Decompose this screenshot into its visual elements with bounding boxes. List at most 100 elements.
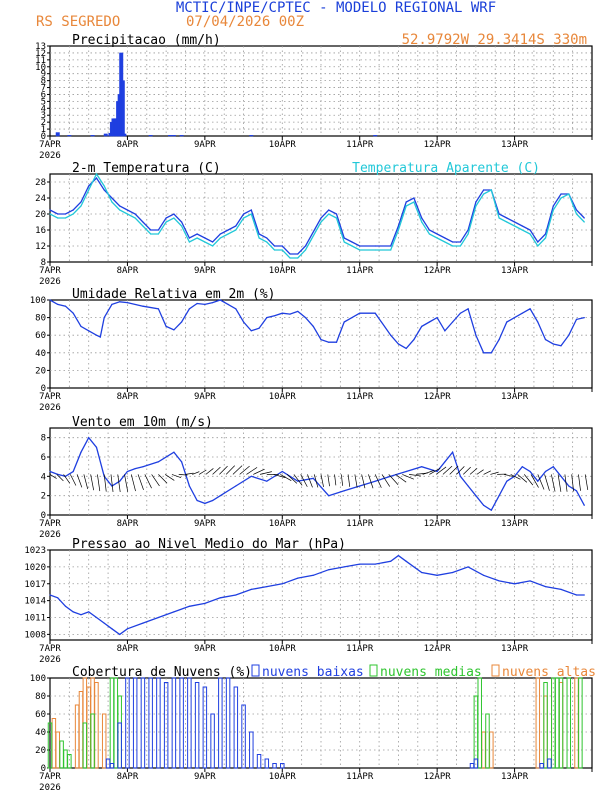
data-point <box>111 201 113 203</box>
bar <box>558 682 564 769</box>
bar <box>74 704 80 769</box>
bar <box>225 677 231 769</box>
bar <box>554 677 560 769</box>
wind-arrow <box>239 465 250 475</box>
data-point <box>475 201 477 203</box>
data-point <box>444 461 446 463</box>
wind-arrow <box>212 466 221 475</box>
data-point <box>181 461 183 463</box>
data-point <box>436 574 438 576</box>
bar <box>256 754 262 769</box>
y-tick-label: 80 <box>35 692 46 702</box>
wind-arrow <box>103 474 107 492</box>
x-tick-label: 11APR <box>346 772 374 782</box>
bar <box>125 677 130 769</box>
bar <box>171 677 177 769</box>
panel-title: Vento em 10m (m/s) <box>72 415 213 430</box>
x-tick-label: 9APR <box>194 140 216 150</box>
data-point <box>88 185 90 187</box>
x-tick-label: 7APR <box>39 644 61 654</box>
data-point <box>583 594 585 596</box>
data-point <box>142 622 144 624</box>
bar <box>179 135 184 137</box>
data-point <box>490 189 492 191</box>
data-point <box>289 253 291 255</box>
data-point <box>304 245 307 247</box>
data-point <box>304 317 307 319</box>
x-tick-label: 10APR <box>269 644 297 654</box>
y-tick-label: 100 <box>30 674 46 684</box>
data-point <box>312 325 314 327</box>
wind-arrow <box>76 474 83 488</box>
bar <box>469 763 475 769</box>
data-point <box>111 197 113 199</box>
x-tick-label: 13APR <box>501 519 529 529</box>
data-point <box>57 217 59 219</box>
data-point <box>173 217 175 219</box>
bar <box>140 677 146 769</box>
bar <box>78 691 84 769</box>
data-point <box>204 303 206 305</box>
data-point <box>405 347 407 349</box>
wind-arrow <box>151 474 160 487</box>
panel-6: 0 20 40 60 80 100 7APR 8APR 9APR 10APR 11APR 12APR 1… <box>30 664 596 792</box>
data-point <box>359 245 361 247</box>
data-point <box>421 217 423 219</box>
wind-arrow <box>273 474 286 478</box>
y-tick-label: 20 <box>35 366 46 376</box>
data-point <box>266 317 268 319</box>
data-point <box>181 321 183 323</box>
wind-arrow <box>253 468 265 475</box>
x-tick-label: 10APR <box>269 140 297 150</box>
data-point <box>351 241 353 243</box>
data-point <box>134 468 136 470</box>
panel-5: 1008 1011 1014 1017 1020 1023 7APR 8APR 9APR 10AP… <box>24 537 593 665</box>
data-point <box>134 217 136 219</box>
bar <box>179 677 184 769</box>
y-tick-label: 12 <box>35 49 46 59</box>
x-tick-label: 9APR <box>194 519 216 529</box>
data-point <box>568 485 570 487</box>
x-tick-label: 11APR <box>346 519 374 529</box>
data-point <box>281 470 283 473</box>
data-point <box>188 485 190 487</box>
wind-arrow <box>63 474 71 484</box>
data-point <box>212 245 214 247</box>
y-tick-label: 1008 <box>24 630 46 640</box>
y-tick-label: 1 <box>41 125 46 135</box>
data-point <box>521 229 523 231</box>
bar <box>109 763 115 769</box>
data-point <box>405 470 407 473</box>
data-point <box>467 566 469 568</box>
data-point <box>95 616 98 619</box>
data-point <box>64 217 67 219</box>
data-point <box>343 566 345 568</box>
data-point <box>126 628 129 630</box>
data-point <box>188 237 190 239</box>
data-point <box>498 217 500 219</box>
wind-arrow <box>463 466 471 475</box>
data-point <box>560 588 562 590</box>
wind-arrow <box>503 474 514 477</box>
data-point <box>506 221 508 223</box>
wind-arrow <box>388 474 399 485</box>
data-point <box>498 339 500 341</box>
bar <box>94 682 99 769</box>
data-point <box>452 245 454 247</box>
data-point <box>544 233 547 235</box>
wind-arrow <box>435 466 447 475</box>
data-point <box>49 209 51 211</box>
data-point <box>297 253 299 255</box>
data-point <box>351 245 353 247</box>
data-point <box>467 308 469 310</box>
bar <box>539 763 544 769</box>
data-point <box>126 209 129 211</box>
wind-arrow <box>117 474 121 493</box>
wind-arrow <box>530 474 539 488</box>
data-point <box>405 560 407 562</box>
y-tick-label: 60 <box>35 710 46 720</box>
y-tick-label: 8 <box>41 258 46 268</box>
data-point <box>583 221 585 223</box>
data-point <box>258 237 260 239</box>
data-point <box>459 241 461 243</box>
